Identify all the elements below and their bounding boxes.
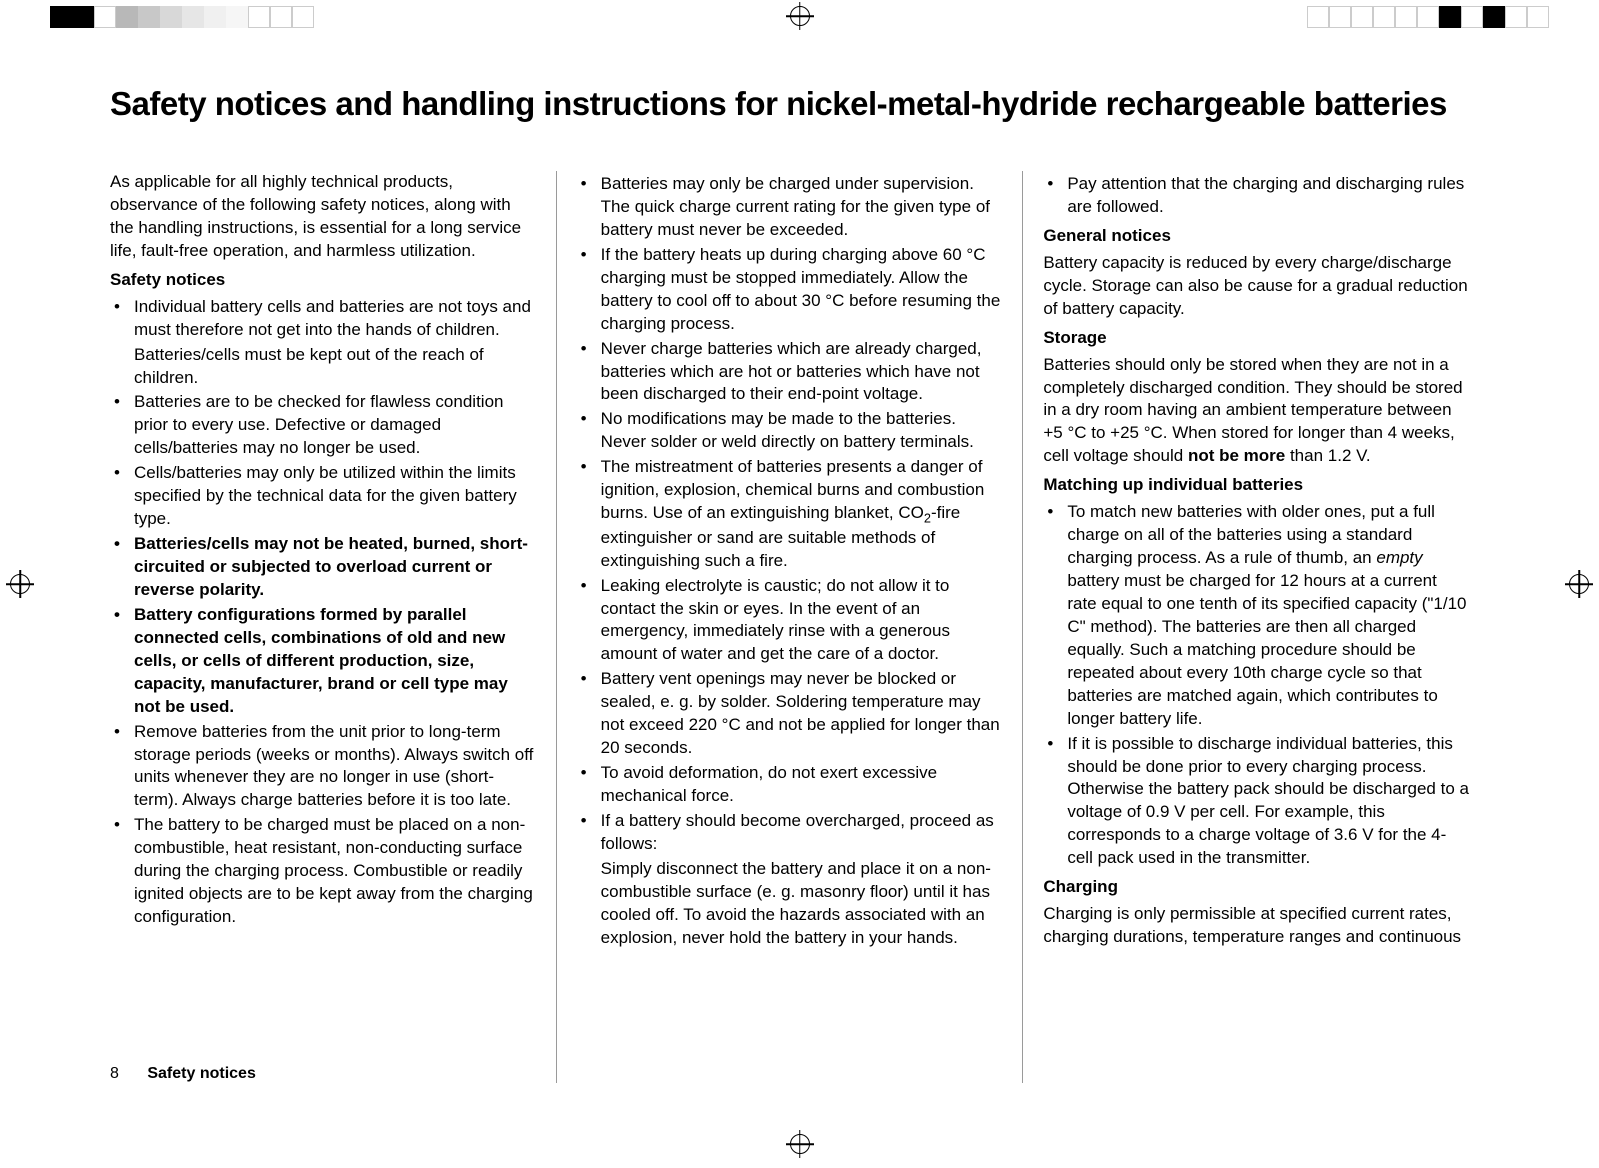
page-number: 8 [110,1065,119,1082]
footer-section-label: Safety notices [147,1065,255,1082]
bullet-item: Leaking electrolyte is caustic; do not a… [577,575,1003,667]
column-2: Batteries may only be charged under supe… [556,171,1023,1083]
registration-mark-icon [790,6,810,26]
col1-bullets: Individual battery cells and batteries a… [110,296,536,929]
col3-bullets-top: Pay attention that the charging and disc… [1043,173,1469,219]
bullet-item: No modifications may be made to the batt… [577,408,1003,454]
bullet-item: Battery vent openings may never be block… [577,668,1003,760]
subscript: 2 [924,511,931,526]
bullet-item: The mistreatment of batteries presents a… [577,456,1003,572]
charging-heading: Charging [1043,876,1469,899]
bullet-item: To avoid deformation, do not exert exces… [577,762,1003,808]
text-columns: As applicable for all highly technical p… [110,171,1489,1083]
bullet-text: If a battery should become overcharged, … [601,811,994,853]
bullet-item: Never charge batteries which are already… [577,338,1003,407]
charging-text: Charging is only permissible at specifie… [1043,903,1469,949]
col2-bullets: Batteries may only be charged under supe… [577,173,1003,950]
page-footer: 8 Safety notices [110,1065,256,1083]
text-italic: empty [1376,548,1422,567]
text-run: than 1.2 V. [1285,446,1370,465]
general-notices-heading: General notices [1043,225,1469,248]
general-notices-text: Battery capacity is reduced by every cha… [1043,252,1469,321]
bullet-item: Batteries are to be checked for flawless… [110,391,536,460]
bullet-text: Individual battery cells and batteries a… [134,297,531,339]
matching-heading: Matching up individual batteries [1043,474,1469,497]
printer-marks-bottom [0,1134,1599,1162]
bullet-item: Pay attention that the charging and disc… [1043,173,1469,219]
bullet-item: Cells/batteries may only be utilized wit… [110,462,536,531]
col3-bullets-matching: To match new batteries with older ones, … [1043,501,1469,870]
registration-mark-left [10,574,30,594]
safety-notices-heading: Safety notices [110,269,536,292]
bullet-item: To match new batteries with older ones, … [1043,501,1469,730]
storage-text: Batteries should only be stored when the… [1043,354,1469,469]
text-bold: not be more [1188,446,1285,465]
text-run: battery must be charged for 12 hours at … [1067,571,1466,728]
color-bar-right [1307,6,1549,28]
registration-mark-icon [790,1134,810,1154]
storage-heading: Storage [1043,327,1469,350]
registration-mark-right [1569,574,1589,594]
bullet-item-bold: Batteries/cells may not be heated, burne… [110,533,536,602]
bullet-item: If the battery heats up during charging … [577,244,1003,336]
color-bar-left [50,6,314,28]
bullet-item: Remove batteries from the unit prior to … [110,721,536,813]
column-3: Pay attention that the charging and disc… [1022,171,1489,1083]
column-1: As applicable for all highly technical p… [110,171,556,1083]
bullet-text: Simply disconnect the battery and place … [601,858,1003,950]
bullet-text: Batteries/cells must be kept out of the … [134,344,536,390]
bullet-item: The battery to be charged must be placed… [110,814,536,929]
bullet-item: If it is possible to discharge individua… [1043,733,1469,871]
bullet-item-bold: Battery configurations formed by paralle… [110,604,536,719]
printer-marks-top [0,6,1599,34]
page-content: Safety notices and handling instructions… [110,85,1489,1083]
intro-paragraph: As applicable for all highly technical p… [110,171,536,263]
bullet-item: Batteries may only be charged under supe… [577,173,1003,242]
bullet-item: If a battery should become overcharged, … [577,810,1003,950]
bullet-item: Individual battery cells and batteries a… [110,296,536,390]
page-title: Safety notices and handling instructions… [110,85,1489,123]
